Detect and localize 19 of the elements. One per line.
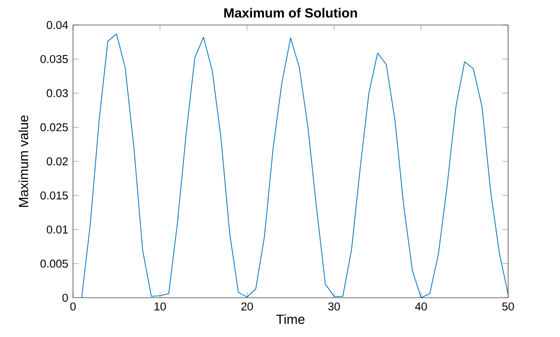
x-tick-label: 50 — [502, 302, 514, 310]
y-tick-label: 0 — [62, 294, 68, 302]
x-axis-title: Time — [276, 314, 304, 324]
y-tick-label: 0.005 — [40, 260, 68, 268]
y-tick-label: 0.01 — [46, 226, 68, 234]
y-tick-label: 0.025 — [40, 123, 68, 132]
x-tick-label: 40 — [415, 302, 427, 310]
x-tick-label: 10 — [154, 302, 166, 310]
y-tick-label: 0.03 — [46, 89, 68, 98]
x-tick-label: 0 — [70, 302, 76, 310]
line-series — [81, 33, 508, 298]
x-tick-label: 20 — [241, 302, 253, 310]
y-tick-label: 0.035 — [40, 55, 68, 64]
chart-title: Maximum of Solution — [224, 8, 357, 18]
y-tick-label: 0.04 — [46, 20, 68, 29]
y-tick-label: 0.015 — [40, 191, 68, 200]
x-tick-label: 30 — [328, 302, 340, 310]
y-axis-title: Maximum value — [18, 115, 28, 207]
y-tick-label: 0.02 — [46, 157, 68, 166]
